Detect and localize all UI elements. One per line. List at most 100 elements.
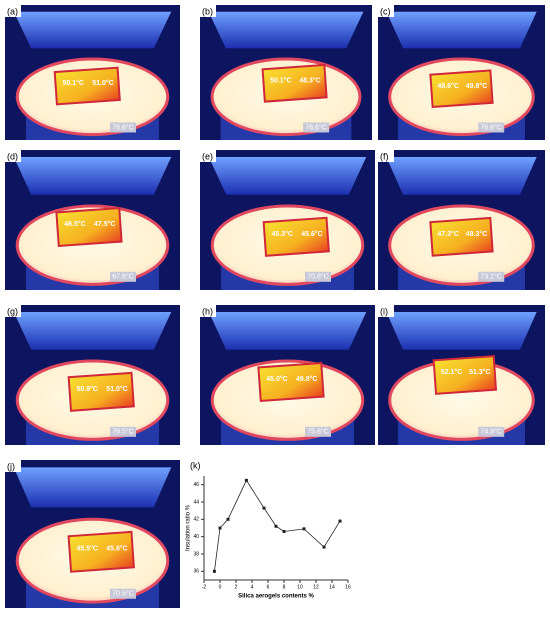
label-bg bbox=[200, 305, 216, 317]
scale-box bbox=[305, 271, 331, 282]
label-bg bbox=[378, 150, 394, 162]
plate bbox=[210, 359, 365, 441]
label-bg bbox=[5, 150, 21, 162]
temperature-reading: 51.3°C bbox=[469, 368, 490, 376]
y-axis-title: Insulation ratio % bbox=[186, 504, 192, 551]
temperature-reading: 45.0°C bbox=[266, 375, 287, 383]
scale-box bbox=[303, 122, 330, 133]
x-axis-title: Silica aerogels contents % bbox=[238, 594, 314, 600]
panel-label: (b) bbox=[202, 6, 213, 16]
sample bbox=[429, 69, 494, 109]
label-bg bbox=[200, 150, 216, 162]
shelf bbox=[208, 312, 367, 350]
panel-label: (c) bbox=[380, 6, 391, 16]
data-line bbox=[214, 479, 341, 572]
scale-reading: 76.6°C bbox=[112, 123, 133, 131]
label-bg bbox=[5, 305, 21, 317]
thermal-image: 50.1°C 48.3°C 76.6°C (b) bbox=[200, 5, 372, 140]
sample bbox=[53, 66, 121, 106]
temperature-reading: 52.1°C bbox=[441, 368, 462, 376]
shelf bbox=[208, 157, 367, 195]
label-bg bbox=[5, 460, 21, 472]
panel-label: (a) bbox=[7, 6, 18, 16]
data-point bbox=[262, 506, 266, 510]
thermal-image: 50.1°C 51.0°C 76.6°C (a) bbox=[5, 5, 180, 140]
x-tick-label: 16 bbox=[345, 584, 351, 590]
scale-reading: 76.6°C bbox=[480, 123, 501, 131]
temperature-reading: 45.6°C bbox=[301, 230, 322, 238]
sample bbox=[262, 216, 330, 257]
temperature-reading: 47.5°C bbox=[94, 220, 115, 228]
scale-reading: 76.6°C bbox=[305, 123, 326, 131]
data-point bbox=[226, 517, 230, 521]
label-bg bbox=[5, 5, 21, 17]
temperature-reading: 48.6°C bbox=[437, 82, 458, 90]
label-bg bbox=[200, 5, 216, 17]
scale-reading: 74.9°C bbox=[480, 428, 501, 436]
temperature-reading: 50.9°C bbox=[77, 385, 98, 393]
scale-box bbox=[478, 122, 505, 133]
temperature-reading: 50.1°C bbox=[270, 76, 291, 84]
x-tick-label: 12 bbox=[313, 584, 319, 590]
data-point bbox=[322, 545, 326, 549]
x-tick-label: 4 bbox=[251, 584, 254, 590]
shelf bbox=[208, 11, 364, 49]
temperature-reading: 46.5°C bbox=[64, 220, 85, 228]
x-tick-label: 10 bbox=[297, 584, 303, 590]
temperature-reading: 51.0°C bbox=[106, 385, 127, 393]
data-point bbox=[338, 519, 342, 523]
y-tick-label: 42 bbox=[193, 517, 199, 523]
scale-box bbox=[110, 426, 136, 437]
panel-label: (f) bbox=[380, 151, 389, 161]
scale-reading: 75.8°C bbox=[307, 428, 328, 436]
temperature-reading: 47.3°C bbox=[437, 230, 458, 238]
scale-reading: 70.8°C bbox=[307, 273, 328, 281]
data-point bbox=[302, 527, 306, 531]
scale-box bbox=[110, 588, 136, 599]
panel-label: (j) bbox=[7, 461, 15, 471]
temperature-reading: 48.3°C bbox=[299, 76, 320, 84]
thermal-image: 48.6°C 49.8°C 76.6°C (c) bbox=[378, 5, 545, 140]
x-tick-label: 2 bbox=[235, 584, 238, 590]
x-tick-label: 0 bbox=[219, 584, 222, 590]
temperature-reading: 50.1°C bbox=[63, 79, 84, 87]
plate bbox=[15, 204, 170, 286]
label-bg bbox=[378, 305, 394, 317]
sample bbox=[67, 530, 135, 573]
thermal-image: 45.3°C 45.6°C 70.8°C (e) bbox=[200, 150, 375, 290]
scale-box bbox=[110, 122, 136, 133]
scale-reading: 73.1°C bbox=[480, 273, 501, 281]
thermal-image: 50.9°C 51.0°C 76.5°C (g) bbox=[5, 305, 180, 445]
temperature-reading: 45.8°C bbox=[106, 545, 127, 553]
scale-reading: 67.6°C bbox=[112, 273, 133, 281]
scale-box bbox=[110, 271, 136, 282]
x-tick-label: 8 bbox=[283, 584, 286, 590]
scale-reading: 76.5°C bbox=[112, 428, 133, 436]
data-point bbox=[244, 478, 248, 482]
data-point bbox=[218, 526, 222, 530]
shelf bbox=[386, 312, 537, 350]
x-tick-label: -2 bbox=[202, 584, 207, 590]
panel-label: (e) bbox=[202, 151, 213, 161]
sample bbox=[432, 355, 498, 395]
temperature-reading: 49.8°C bbox=[296, 375, 317, 383]
panel-label: (k) bbox=[190, 460, 201, 470]
sample bbox=[55, 206, 123, 248]
scale-box bbox=[478, 271, 505, 282]
panel-label: (h) bbox=[202, 306, 213, 316]
thermal-image: 47.3°C 48.3°C 73.1°C (f) bbox=[378, 150, 545, 290]
panel-label: (i) bbox=[380, 306, 388, 316]
scale-reading: 70.5°C bbox=[112, 590, 133, 598]
thermal-image: 45.5°C 45.8°C 70.5°C (j) bbox=[5, 460, 180, 608]
temperature-reading: 49.8°C bbox=[466, 82, 487, 90]
scale-box bbox=[305, 426, 331, 437]
shelf bbox=[386, 11, 537, 49]
y-tick-label: 38 bbox=[193, 551, 199, 557]
shelf bbox=[13, 11, 172, 49]
thermal-image: 46.5°C 47.5°C 67.6°C (d) bbox=[5, 150, 180, 290]
y-tick-label: 36 bbox=[193, 569, 199, 575]
sample bbox=[261, 63, 328, 103]
data-point bbox=[274, 524, 278, 528]
sample bbox=[257, 361, 325, 403]
temperature-reading: 48.3°C bbox=[466, 230, 487, 238]
